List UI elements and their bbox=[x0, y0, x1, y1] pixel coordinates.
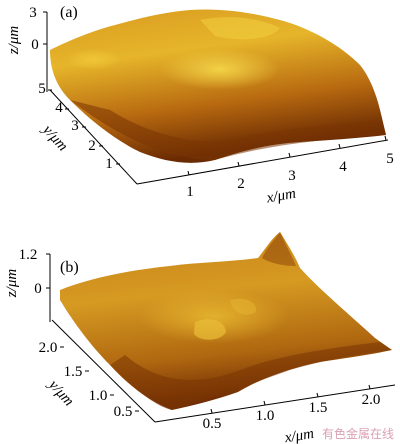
x-tick-a-2: 3 bbox=[288, 168, 296, 184]
x-tick-a-4: 5 bbox=[386, 151, 394, 167]
z-axis-label-b: z/μm bbox=[4, 269, 20, 299]
z-axis-label-a: z/μm bbox=[6, 26, 22, 56]
x-tick-b-0: 0.5 bbox=[203, 416, 222, 432]
panel-b: 1.2 0 z/μm 2.0 1.5 1.0 0.5 y/μm 0.5 1.0 … bbox=[4, 232, 396, 444]
y-tick-b-3: 2.0 bbox=[39, 340, 58, 356]
x-tick-a-0: 1 bbox=[186, 184, 194, 200]
x-tick-a-1: 2 bbox=[237, 176, 245, 192]
y-axis-label-b: y/μm bbox=[44, 376, 77, 410]
panel-a: 3 0 z/μm 5 4 3 2 1 y/μm 1 2 3 4 5 x/μm (… bbox=[6, 4, 394, 207]
y-tick-a-0: 1 bbox=[105, 156, 113, 172]
panel-label-a: (a) bbox=[60, 4, 78, 21]
panel-label-b: (b) bbox=[60, 259, 79, 276]
y-tick-a-3: 4 bbox=[55, 100, 63, 116]
x-tick-b-2: 1.5 bbox=[309, 400, 328, 416]
x-axis-label-b: x/μm bbox=[283, 426, 315, 444]
y-tick-a-2: 3 bbox=[71, 118, 79, 134]
x-tick-b-1: 1.0 bbox=[256, 408, 275, 424]
y-tick-b-0: 0.5 bbox=[114, 404, 133, 420]
z-tick-b-1: 0 bbox=[34, 281, 42, 297]
y-tick-a-4: 5 bbox=[38, 81, 46, 97]
x-axis-label-a: x/μm bbox=[265, 186, 298, 207]
z-tick-a-0: 3 bbox=[29, 5, 37, 21]
z-tick-a-1: 0 bbox=[31, 37, 39, 53]
y-axis-label-a: y/μm bbox=[38, 121, 71, 155]
y-tick-b-2: 1.5 bbox=[64, 364, 83, 380]
x-tick-a-3: 4 bbox=[339, 159, 347, 175]
x-tick-b-3: 2.0 bbox=[362, 392, 381, 408]
y-tick-b-1: 1.0 bbox=[89, 388, 108, 404]
y-tick-a-1: 2 bbox=[88, 138, 96, 154]
watermark: 有色金属在线 bbox=[322, 426, 394, 441]
z-tick-b-0: 1.2 bbox=[19, 247, 38, 263]
